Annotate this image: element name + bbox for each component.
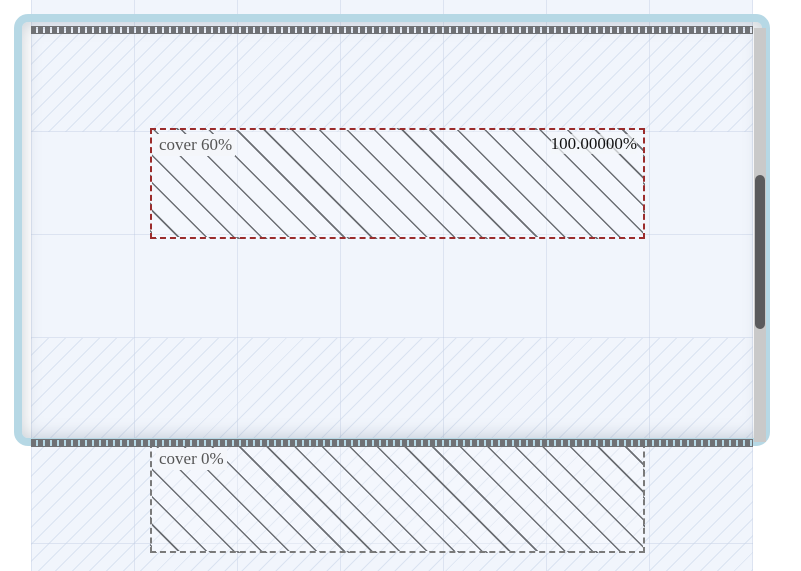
hatched-region-top xyxy=(31,30,753,132)
intersection-target-inactive: cover 0% xyxy=(150,442,645,553)
target-label: cover 60% xyxy=(156,134,236,156)
scrollbar-thumb[interactable] xyxy=(755,175,765,329)
hatched-region-middle xyxy=(31,338,753,442)
intersection-target-active: cover 60% 100.00000% xyxy=(150,128,645,239)
viewport-bottom-edge xyxy=(31,439,753,447)
target-label: cover 0% xyxy=(156,448,227,470)
scroll-viewport-frame[interactable] xyxy=(14,14,770,446)
intersection-ratio: 100.00000% xyxy=(550,134,637,154)
viewport-top-edge xyxy=(31,26,753,34)
